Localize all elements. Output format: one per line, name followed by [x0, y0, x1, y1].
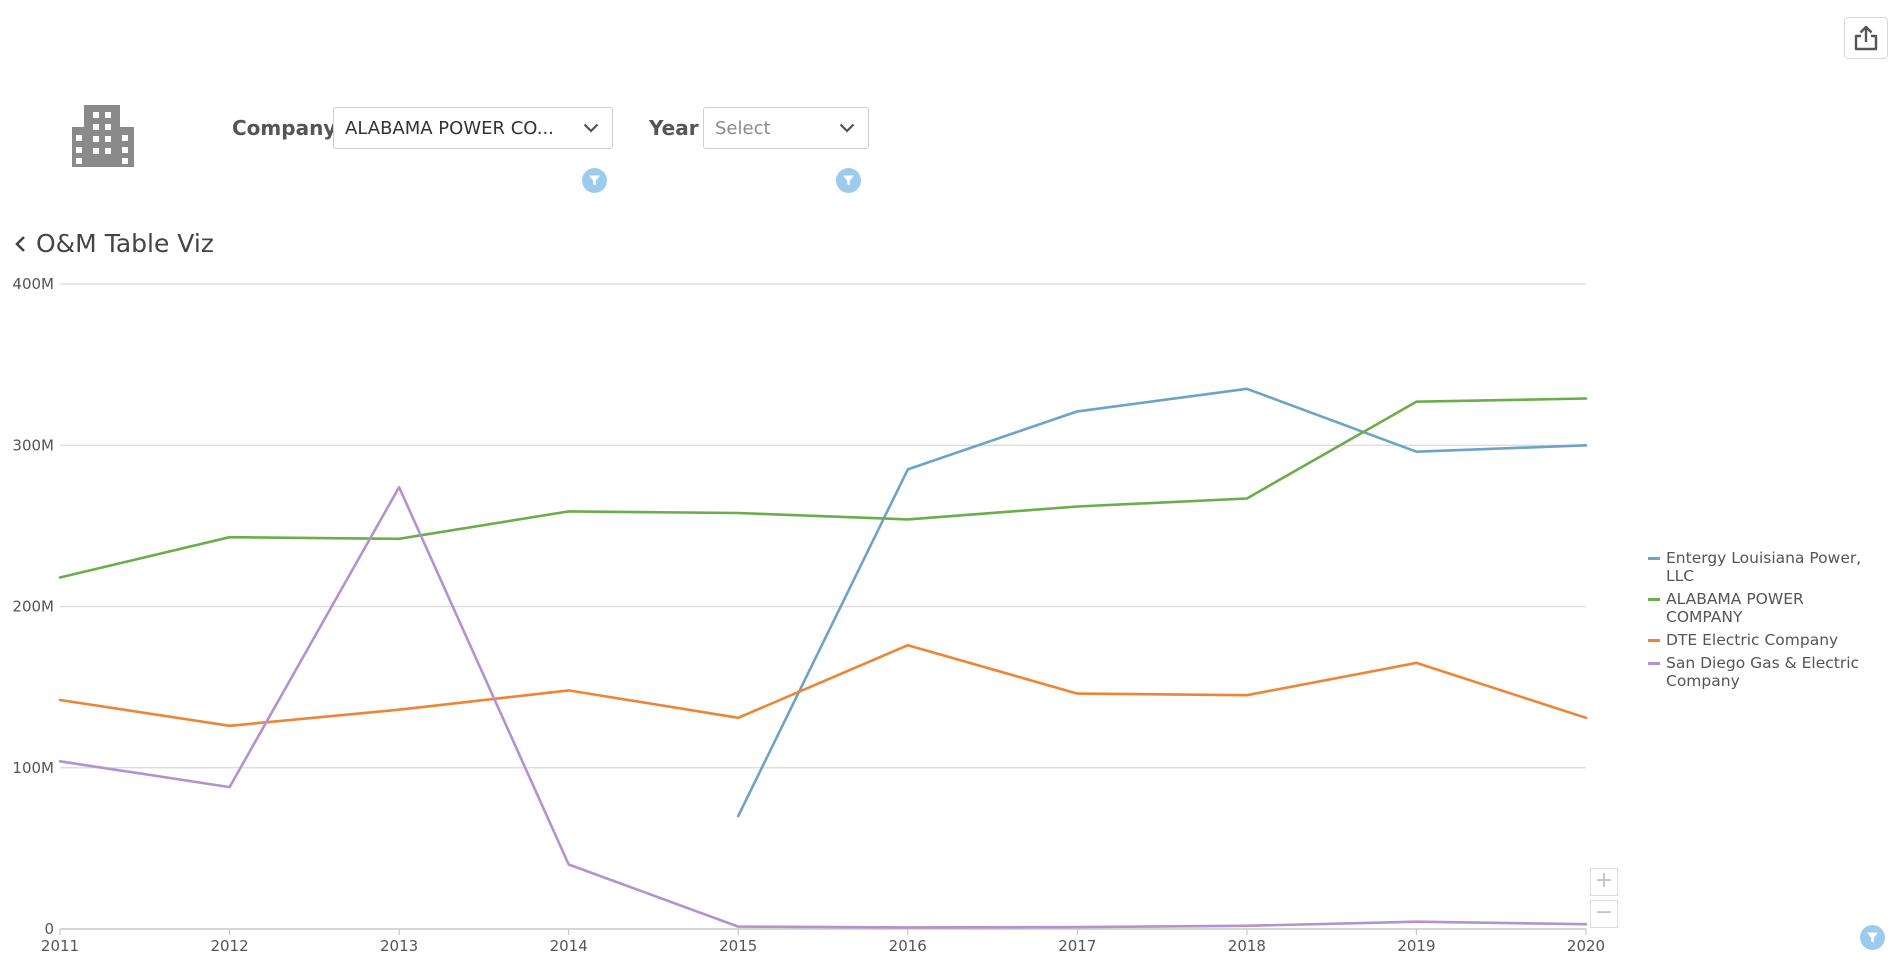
- chevron-down-icon: [570, 108, 612, 148]
- series-line-alabama-power-company: [58, 397, 1588, 579]
- series-line-dte-electric-company: [58, 643, 1588, 728]
- x-tick-label: 2016: [889, 937, 927, 955]
- legend-swatch: [1648, 639, 1660, 642]
- series-line-entergy-louisiana-power-llc: [736, 387, 1588, 818]
- company-dropdown-value: ALABAMA POWER CO...: [345, 117, 554, 139]
- legend-label: ALABAMA POWER COMPANY: [1666, 590, 1804, 626]
- year-filter-label: Year: [649, 116, 699, 140]
- y-tick-label: 300M: [12, 436, 54, 454]
- company-dropdown[interactable]: ALABAMA POWER CO...: [333, 107, 613, 149]
- legend-label: San Diego Gas & Electric Company: [1666, 654, 1860, 690]
- building-icon: [72, 105, 134, 167]
- x-tick-label: 2020: [1567, 937, 1605, 955]
- year-filter-indicator-icon[interactable]: [836, 168, 861, 193]
- legend-item-entergy[interactable]: Entergy Louisiana Power, LLC: [1648, 549, 1878, 585]
- viz-title: O&M Table Viz: [14, 229, 214, 258]
- y-tick-label: 100M: [12, 759, 54, 777]
- x-tick-label: 2011: [41, 937, 79, 955]
- x-tick-label: 2017: [1058, 937, 1096, 955]
- share-icon: [1854, 25, 1878, 51]
- zoom-out-button[interactable]: −: [1590, 900, 1618, 928]
- year-dropdown-placeholder: Select: [715, 117, 771, 139]
- x-tick-label: 2018: [1228, 937, 1266, 955]
- x-tick-label: 2015: [719, 937, 757, 955]
- zoom-in-button[interactable]: +: [1590, 868, 1618, 896]
- share-button[interactable]: [1844, 17, 1888, 59]
- x-tick-label: 2019: [1397, 937, 1435, 955]
- series-line-san-diego-gas-electric-company: [58, 485, 1588, 929]
- company-filter-indicator-icon[interactable]: [582, 168, 607, 193]
- y-tick-label: 0: [44, 920, 54, 938]
- legend-swatch: [1648, 662, 1660, 665]
- legend-item-alabama[interactable]: ALABAMA POWER COMPANY: [1648, 590, 1878, 626]
- company-filter-label: Company: [232, 116, 337, 140]
- chevron-left-icon[interactable]: [14, 235, 26, 253]
- viz-title-text: O&M Table Viz: [36, 229, 214, 258]
- chevron-down-icon: [826, 108, 868, 148]
- legend-item-san-diego[interactable]: San Diego Gas & Electric Company: [1648, 654, 1878, 690]
- year-dropdown[interactable]: Select: [703, 107, 869, 149]
- legend-item-dte[interactable]: DTE Electric Company: [1648, 631, 1878, 649]
- page-filter-indicator-icon[interactable]: [1860, 925, 1885, 950]
- legend-label: DTE Electric Company: [1666, 631, 1839, 649]
- legend-swatch: [1648, 598, 1660, 601]
- x-tick-label: 2013: [380, 937, 418, 955]
- y-tick-label: 400M: [12, 275, 54, 293]
- legend-swatch: [1648, 557, 1660, 560]
- x-tick-label: 2014: [550, 937, 588, 955]
- legend-label: Entergy Louisiana Power, LLC: [1666, 549, 1862, 585]
- x-tick-label: 2012: [210, 937, 248, 955]
- chart-legend: Entergy Louisiana Power, LLC ALABAMA POW…: [1648, 549, 1878, 695]
- y-tick-label: 200M: [12, 598, 54, 616]
